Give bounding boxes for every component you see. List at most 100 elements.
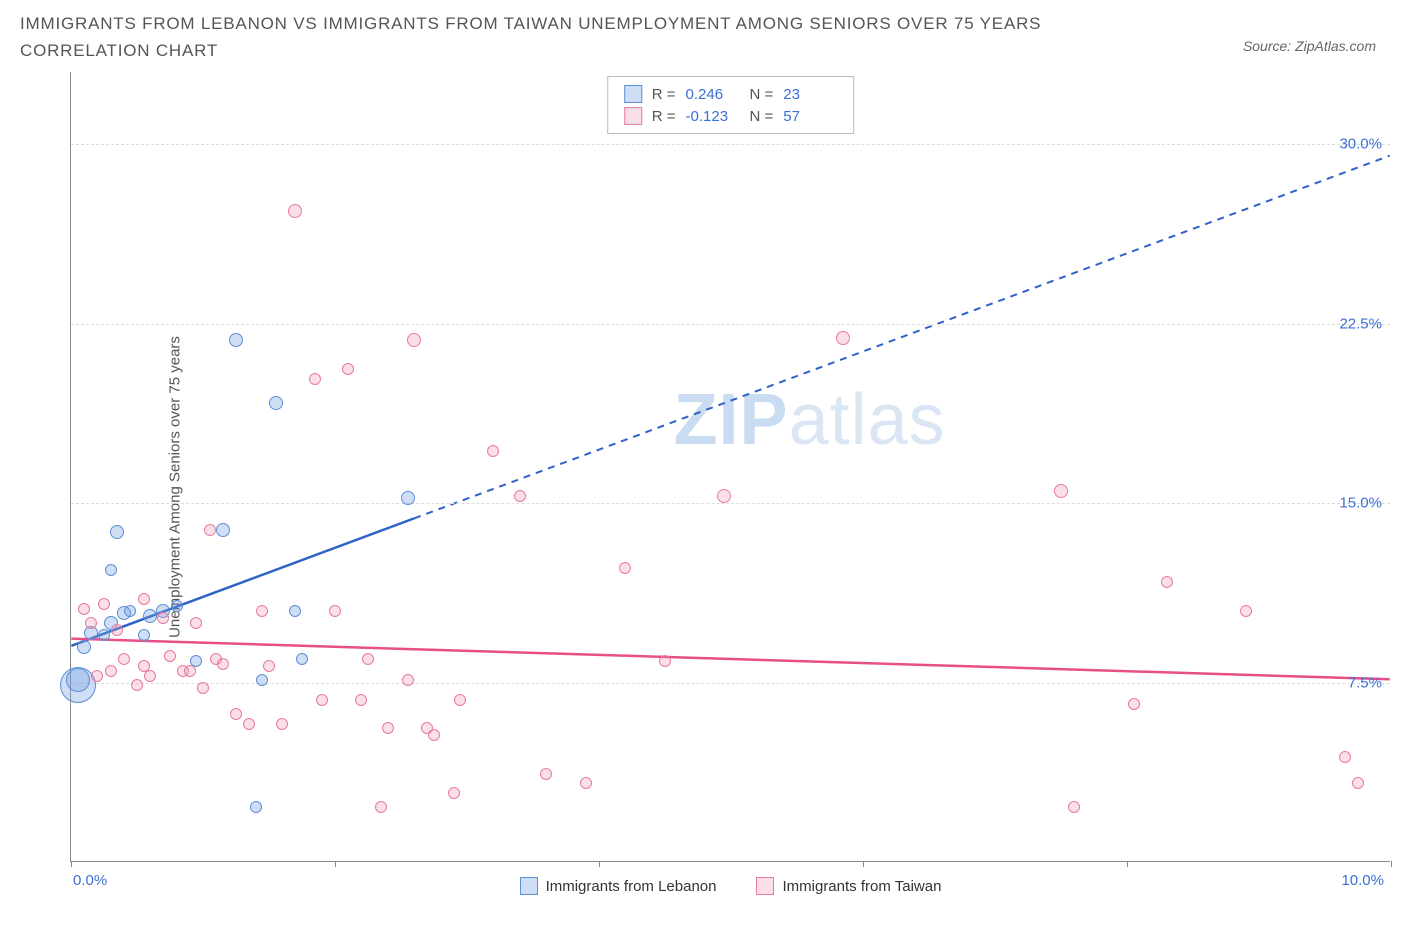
data-point — [401, 491, 415, 505]
stat-r-label: R = — [652, 108, 676, 125]
data-point — [362, 653, 374, 665]
data-point — [1128, 698, 1140, 710]
watermark-zip: ZIP — [674, 380, 789, 460]
data-point — [143, 609, 157, 623]
data-point — [98, 598, 110, 610]
data-point — [131, 679, 143, 691]
chart-header: IMMIGRANTS FROM LEBANON VS IMMIGRANTS FR… — [10, 10, 1396, 72]
stat-n-label: N = — [750, 86, 774, 103]
data-point — [487, 445, 499, 457]
plot-area: ZIPatlas R =0.246N =23R =-0.123N =57 Imm… — [70, 72, 1390, 862]
data-point — [124, 605, 136, 617]
data-point — [1240, 605, 1252, 617]
data-point — [229, 333, 243, 347]
data-point — [144, 670, 156, 682]
data-point — [111, 624, 123, 636]
data-point — [204, 524, 216, 536]
data-point — [836, 331, 850, 345]
data-point — [428, 729, 440, 741]
legend-swatch — [520, 877, 538, 895]
data-point — [269, 396, 283, 410]
data-point — [276, 718, 288, 730]
legend-label: Immigrants from Lebanon — [546, 878, 717, 895]
x-tick — [335, 861, 336, 867]
bottom-legend: Immigrants from Lebanon Immigrants from T… — [71, 877, 1390, 895]
data-point — [619, 562, 631, 574]
data-point — [77, 640, 91, 654]
data-point — [190, 617, 202, 629]
data-point — [256, 674, 268, 686]
data-point — [78, 603, 90, 615]
data-point — [118, 653, 130, 665]
source-attribution: Source: ZipAtlas.com — [1243, 38, 1376, 54]
x-tick — [71, 861, 72, 867]
data-point — [91, 670, 103, 682]
data-point — [171, 600, 183, 612]
data-point — [342, 363, 354, 375]
data-point — [289, 605, 301, 617]
gridline — [71, 683, 1390, 684]
data-point — [66, 668, 90, 692]
chart-title: IMMIGRANTS FROM LEBANON VS IMMIGRANTS FR… — [20, 10, 1120, 64]
data-point — [540, 768, 552, 780]
data-point — [250, 801, 262, 813]
y-tick-label: 15.0% — [1339, 495, 1382, 512]
gridline — [71, 503, 1390, 504]
data-point — [580, 777, 592, 789]
data-point — [375, 801, 387, 813]
data-point — [216, 523, 230, 537]
data-point — [454, 694, 466, 706]
data-point — [230, 708, 242, 720]
y-tick-label: 30.0% — [1339, 136, 1382, 153]
y-tick-label: 22.5% — [1339, 315, 1382, 332]
x-tick — [863, 861, 864, 867]
data-point — [1068, 801, 1080, 813]
y-tick-label: 7.5% — [1348, 674, 1382, 691]
data-point — [1161, 576, 1173, 588]
data-point — [402, 674, 414, 686]
x-max-label: 10.0% — [1341, 872, 1384, 889]
data-point — [407, 333, 421, 347]
data-point — [717, 489, 731, 503]
watermark-atlas: atlas — [789, 380, 946, 460]
stats-legend-box: R =0.246N =23R =-0.123N =57 — [607, 76, 855, 134]
stat-r-label: R = — [652, 86, 676, 103]
data-point — [138, 593, 150, 605]
data-point — [329, 605, 341, 617]
data-point — [217, 658, 229, 670]
data-point — [355, 694, 367, 706]
data-point — [1339, 751, 1351, 763]
stat-n-value: 23 — [783, 86, 837, 103]
data-point — [110, 525, 124, 539]
data-point — [1054, 484, 1068, 498]
stat-n-label: N = — [750, 108, 774, 125]
data-point — [184, 665, 196, 677]
data-point — [263, 660, 275, 672]
data-point — [514, 490, 526, 502]
x-tick — [1391, 861, 1392, 867]
legend-item: Immigrants from Taiwan — [756, 877, 941, 895]
data-point — [197, 682, 209, 694]
stats-row: R =-0.123N =57 — [624, 105, 838, 127]
x-tick — [599, 861, 600, 867]
data-point — [309, 373, 321, 385]
data-point — [316, 694, 328, 706]
legend-swatch — [756, 877, 774, 895]
gridline — [71, 324, 1390, 325]
data-point — [296, 653, 308, 665]
data-point — [256, 605, 268, 617]
data-point — [1352, 777, 1364, 789]
data-point — [105, 665, 117, 677]
legend-item: Immigrants from Lebanon — [520, 877, 717, 895]
x-min-label: 0.0% — [73, 872, 107, 889]
data-point — [243, 718, 255, 730]
trend-lines — [71, 72, 1390, 861]
data-point — [138, 629, 150, 641]
data-point — [448, 787, 460, 799]
data-point — [659, 655, 671, 667]
data-point — [85, 617, 97, 629]
legend-swatch — [624, 85, 642, 103]
data-point — [164, 650, 176, 662]
legend-swatch — [624, 107, 642, 125]
data-point — [288, 204, 302, 218]
